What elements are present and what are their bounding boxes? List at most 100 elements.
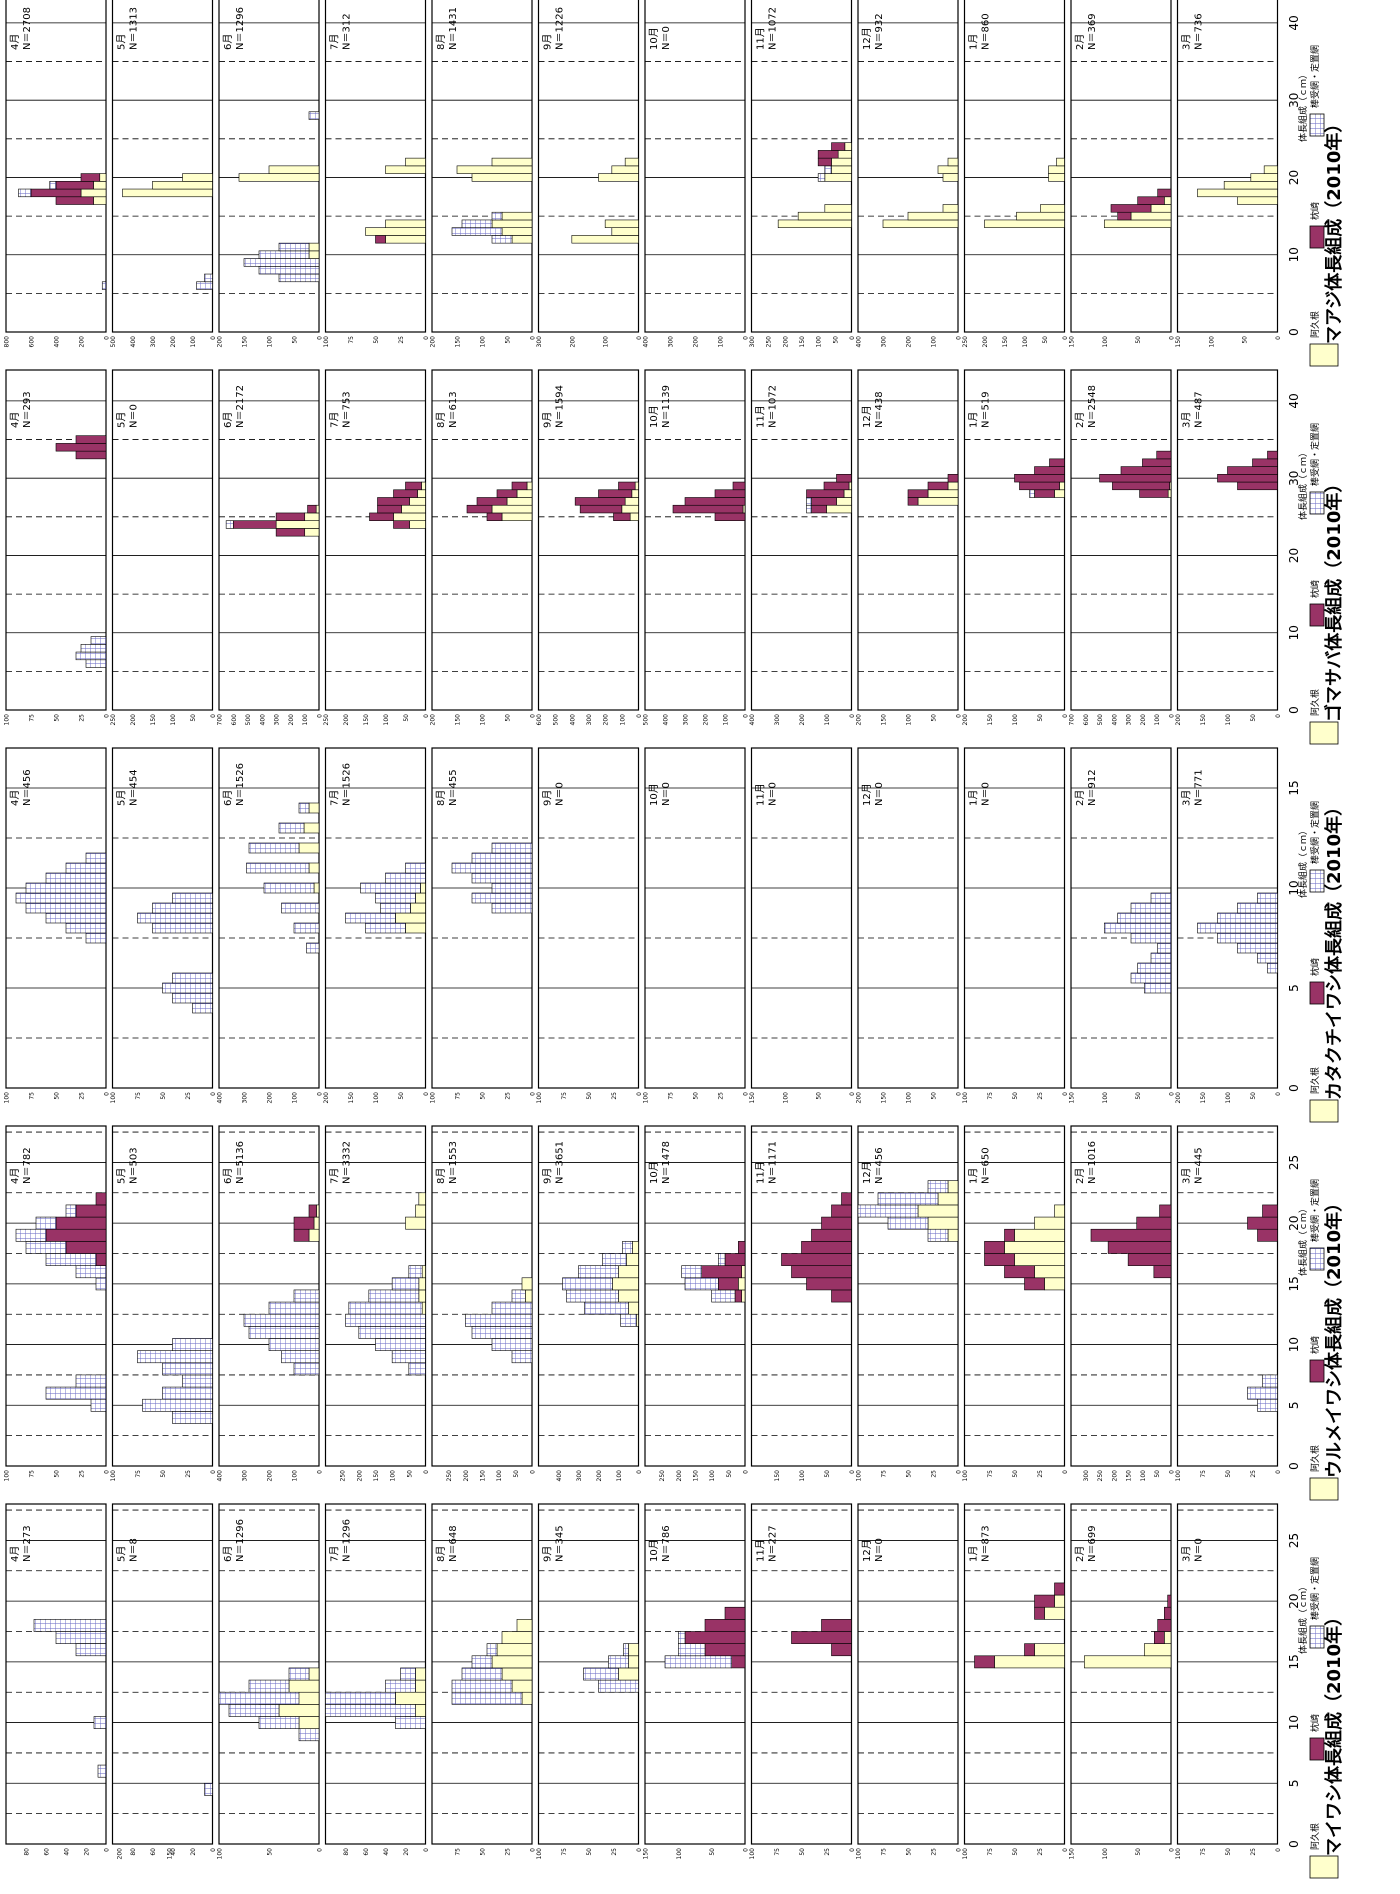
month-panel: 0 25 50 75 100 4月 N＝293 xyxy=(4,369,111,725)
y-tick-label: 40 xyxy=(383,1848,390,1856)
y-tick-label: 25 xyxy=(1250,1848,1257,1856)
bar-makurazaki xyxy=(1004,1265,1035,1279)
x-tick-label: 40 xyxy=(1287,393,1301,408)
y-tick-label: 75 xyxy=(29,714,36,722)
bar-akune xyxy=(1197,188,1278,198)
bar-akune xyxy=(409,497,426,506)
y-tick-label: 100 xyxy=(323,336,330,348)
y-tick-label: 100 xyxy=(1225,1092,1232,1104)
y-tick-label: 100 xyxy=(480,714,487,726)
bar-makurazaki xyxy=(618,481,636,491)
bar-akune xyxy=(618,1289,639,1303)
bar-akune xyxy=(303,822,320,834)
month-label: 8月 xyxy=(435,1546,447,1562)
y-tick-label: 50 xyxy=(816,1092,823,1100)
panel-frame xyxy=(750,1503,853,1845)
y-tick-label: 50 xyxy=(709,1848,716,1856)
bar-akune xyxy=(99,173,107,182)
y-tick-label: 50 xyxy=(1250,1092,1257,1100)
n-label: N＝455 xyxy=(448,769,459,806)
y-tick-label: 150 xyxy=(881,1092,888,1104)
y-tick-label: 150 xyxy=(987,714,994,726)
bar-bouke xyxy=(491,882,533,894)
n-label: N＝1139 xyxy=(661,385,672,428)
legend-swatch-akune xyxy=(1309,343,1339,367)
bar-bouke xyxy=(45,912,107,924)
y-tick-label: 0 xyxy=(210,336,217,340)
y-tick-label: 0 xyxy=(636,1470,643,1474)
bar-bouke xyxy=(49,181,57,190)
n-label: N＝782 xyxy=(22,1147,33,1184)
y-tick-label: 100 xyxy=(496,1470,503,1482)
y-tick-label: 800 xyxy=(4,336,11,348)
month-label: 2月 xyxy=(1074,1168,1086,1184)
y-tick-label: 250 xyxy=(110,714,117,726)
y-tick-label: 0 xyxy=(743,336,750,340)
y-tick-label: 0 xyxy=(743,714,750,718)
bar-bouke xyxy=(385,1679,416,1693)
y-tick-label: 200 xyxy=(267,1470,274,1482)
x-tick-label: 10 xyxy=(1287,880,1301,895)
y-tick-label: 0 xyxy=(1275,1470,1282,1474)
panel-frame xyxy=(431,369,533,711)
y-tick-label: 50 xyxy=(1042,336,1049,344)
bar-akune xyxy=(626,1253,639,1266)
y-tick-label: 0 xyxy=(1169,1092,1176,1096)
bar-bouke xyxy=(268,1301,320,1315)
y-tick-label: 200 xyxy=(962,714,969,726)
n-label: N＝0 xyxy=(1194,1538,1205,1562)
y-tick-label: 0 xyxy=(530,1470,537,1474)
panel-frame xyxy=(5,1125,107,1467)
bar-bouke xyxy=(85,852,107,864)
y-tick-label: 100 xyxy=(643,1092,650,1104)
y-tick-label: 0 xyxy=(423,714,430,718)
bar-bouke xyxy=(243,1313,320,1327)
bar-bouke xyxy=(358,1326,426,1339)
bar-akune xyxy=(415,1667,426,1681)
axis-title: 体長組成（ｃｍ） xyxy=(1297,826,1309,898)
month-panel: 0 100 200 300 400 6月 N＝1526 xyxy=(217,747,324,1103)
month-label: 11月 xyxy=(755,1539,767,1562)
y-tick-label: 100 xyxy=(373,1092,380,1104)
y-tick-label: 300 xyxy=(576,1470,583,1482)
y-tick-label: 0 xyxy=(636,714,643,718)
bar-bouke xyxy=(268,1338,320,1351)
month-label: 11月 xyxy=(755,27,767,50)
month-panel: 0 200 400 600 800 4月 N＝2708 xyxy=(4,0,111,347)
month-panel: 0 50 100 150 2月 N＝699 xyxy=(1069,1503,1176,1859)
bar-bouke xyxy=(451,1679,513,1693)
bar-akune xyxy=(308,250,320,259)
bar-bouke xyxy=(1130,902,1172,914)
n-label: N＝0 xyxy=(661,26,672,50)
bar-akune xyxy=(308,802,320,814)
month-panel: 0 25 50 75 100 5月 N＝503 xyxy=(110,1125,217,1481)
y-tick-label: 40 xyxy=(64,1848,71,1856)
bar-akune xyxy=(947,481,959,491)
bar-bouke xyxy=(85,932,107,944)
y-tick-label: 20 xyxy=(403,1848,410,1856)
bar-bouke xyxy=(1150,892,1172,904)
n-label: N＝648 xyxy=(448,1525,459,1562)
y-tick-label: 500 xyxy=(553,714,560,726)
bar-bouke xyxy=(35,1216,57,1230)
bar-makurazaki xyxy=(405,481,422,491)
y-tick-label: 150 xyxy=(1126,1470,1133,1482)
bar-makurazaki xyxy=(1049,458,1065,467)
bar-bouke xyxy=(1144,982,1172,994)
n-label: N＝3651 xyxy=(555,1141,566,1184)
n-label: N＝1313 xyxy=(129,7,140,50)
x-tick-label: 15 xyxy=(1287,1276,1301,1291)
bar-akune xyxy=(831,157,852,167)
bar-akune xyxy=(278,1704,320,1717)
y-tick-label: 200 xyxy=(676,1470,683,1482)
bar-bouke xyxy=(172,1338,213,1351)
y-tick-label: 300 xyxy=(881,336,888,348)
bar-akune xyxy=(632,1241,639,1254)
legend-label-bouke: 棒受網・定置網 xyxy=(1309,45,1321,108)
month-panel: 0 100 200 300 400 12月 N＝932 xyxy=(856,0,963,347)
n-label: N＝1171 xyxy=(768,1141,779,1184)
y-tick-label: 100 xyxy=(723,714,730,726)
bar-bouke xyxy=(152,902,213,914)
y-tick-label: 60 xyxy=(44,1848,51,1856)
bar-akune xyxy=(456,165,533,174)
